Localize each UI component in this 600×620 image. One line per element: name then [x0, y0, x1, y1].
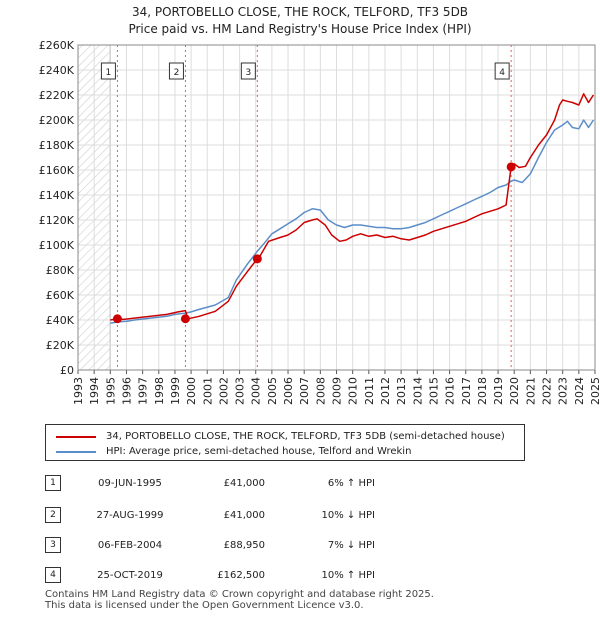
sale-row: 1 09-JUN-1995 £41,000 6% ↑ HPI — [45, 475, 525, 495]
sale-date: 09-JUN-1995 — [98, 478, 162, 489]
sale-row: 3 06-FEB-2004 £88,950 7% ↓ HPI — [45, 537, 525, 557]
sale-marker-label: 3 — [245, 68, 251, 78]
x-tick-label: 2008 — [314, 377, 327, 405]
y-tick-label: £20K — [46, 339, 75, 352]
x-tick-label: 2014 — [411, 377, 424, 405]
sale-date: 06-FEB-2004 — [97, 540, 163, 551]
x-tick-label: 2001 — [201, 377, 214, 405]
sale-marker-box — [494, 62, 510, 80]
y-tick-label: £180K — [39, 139, 75, 152]
y-tick-label: £220K — [39, 89, 75, 102]
x-tick-label: 2011 — [363, 377, 376, 405]
x-tick-label: 1996 — [120, 377, 133, 405]
hpi-line — [110, 119, 595, 324]
x-tick-label: 1993 — [72, 377, 85, 405]
sale-price: £41,000 — [223, 478, 265, 489]
sale-date: 25-OCT-2019 — [97, 570, 163, 581]
x-tick-label: 2003 — [234, 377, 247, 405]
x-tick-label: 1998 — [153, 377, 166, 405]
x-tick-label: 2012 — [379, 377, 392, 405]
sale-marker-box — [168, 62, 184, 80]
legend-label-hpi: HPI: Average price, semi-detached house,… — [106, 446, 412, 457]
sale-point — [112, 314, 122, 324]
sale-marker-label: 2 — [174, 68, 180, 78]
y-tick-label: £60K — [46, 289, 75, 302]
y-tick-label: £240K — [39, 64, 75, 77]
sale-hpi-diff: 6% ↑ HPI — [327, 478, 375, 489]
chart-subtitle: Price paid vs. HM Land Registry's House … — [128, 22, 471, 36]
x-tick-label: 2004 — [250, 377, 263, 405]
footer-line-licence: This data is licensed under the Open Gov… — [45, 600, 364, 611]
sale-marker-box — [100, 62, 116, 80]
property-price-line — [110, 93, 595, 321]
x-tick-label: 2013 — [395, 377, 408, 405]
x-tick-label: 2000 — [185, 377, 198, 405]
y-tick-label: £100K — [39, 239, 75, 252]
sale-price: £162,500 — [217, 570, 265, 581]
sale-hpi-diff: 7% ↓ HPI — [327, 540, 375, 551]
y-tick-label: £200K — [39, 114, 75, 127]
x-tick-label: 2020 — [508, 377, 521, 405]
sale-number-badge: 2 — [45, 507, 61, 523]
x-tick-label: 1995 — [104, 377, 117, 405]
x-tick-label: 2017 — [460, 377, 473, 405]
sale-number-badge: 1 — [45, 475, 61, 491]
x-tick-label: 2006 — [282, 377, 295, 405]
x-tick-label: 2009 — [331, 377, 344, 405]
x-tick-label: 2002 — [217, 377, 230, 405]
legend-label-property: 34, PORTOBELLO CLOSE, THE ROCK, TELFORD,… — [106, 431, 505, 442]
footer-line-copyright: Contains HM Land Registry data © Crown c… — [45, 589, 434, 600]
sale-price: £88,950 — [223, 540, 265, 551]
x-tick-label: 2024 — [573, 377, 586, 405]
y-tick-label: £140K — [39, 189, 75, 202]
chart-title: 34, PORTOBELLO CLOSE, THE ROCK, TELFORD,… — [132, 5, 468, 19]
sale-number-badge: 3 — [45, 537, 61, 553]
y-tick-label: £160K — [39, 164, 75, 177]
x-tick-label: 2007 — [298, 377, 311, 405]
x-tick-label: 1999 — [169, 377, 182, 405]
x-tick-label: 2023 — [557, 377, 570, 405]
sale-number-badge: 4 — [45, 567, 61, 583]
chart-legend: 34, PORTOBELLO CLOSE, THE ROCK, TELFORD,… — [45, 424, 525, 461]
sale-marker-label: 4 — [499, 68, 505, 78]
sale-point — [506, 162, 516, 172]
x-tick-label: 2022 — [541, 377, 554, 405]
sale-row: 2 27-AUG-1999 £41,000 10% ↓ HPI — [45, 507, 525, 527]
y-tick-label: £120K — [39, 214, 75, 227]
y-tick-label: £80K — [46, 264, 75, 277]
x-tick-label: 2016 — [444, 377, 457, 405]
footer-attribution: Contains HM Land Registry data © Crown c… — [45, 589, 434, 611]
sale-date: 27-AUG-1999 — [96, 510, 164, 521]
x-tick-label: 2010 — [347, 377, 360, 405]
x-tick-label: 1997 — [137, 377, 150, 405]
y-tick-label: £40K — [46, 314, 75, 327]
x-tick-label: 2018 — [476, 377, 489, 405]
x-tick-label: 2019 — [492, 377, 505, 405]
sale-row: 4 25-OCT-2019 £162,500 10% ↑ HPI — [45, 567, 525, 587]
sale-point — [252, 254, 262, 264]
y-tick-label: £0 — [60, 364, 74, 377]
x-tick-label: 2015 — [427, 377, 440, 405]
plot-frame — [77, 44, 596, 371]
x-tick-label: 2021 — [524, 377, 537, 405]
legend-swatch-hpi — [56, 451, 96, 453]
price-chart: 34, PORTOBELLO CLOSE, THE ROCK, TELFORD,… — [39, 5, 600, 405]
sale-marker-label: 1 — [106, 68, 112, 78]
legend-swatch-property — [56, 436, 96, 438]
sale-marker-box — [240, 62, 256, 80]
sale-hpi-diff: 10% ↑ HPI — [321, 570, 375, 581]
x-tick-label: 1994 — [88, 377, 101, 405]
x-tick-label: 2005 — [266, 377, 279, 405]
x-tick-label: 2025 — [589, 377, 600, 405]
sale-hpi-diff: 10% ↓ HPI — [321, 510, 375, 521]
y-tick-label: £260K — [39, 39, 75, 52]
sale-point — [180, 314, 190, 324]
sale-price: £41,000 — [223, 510, 265, 521]
